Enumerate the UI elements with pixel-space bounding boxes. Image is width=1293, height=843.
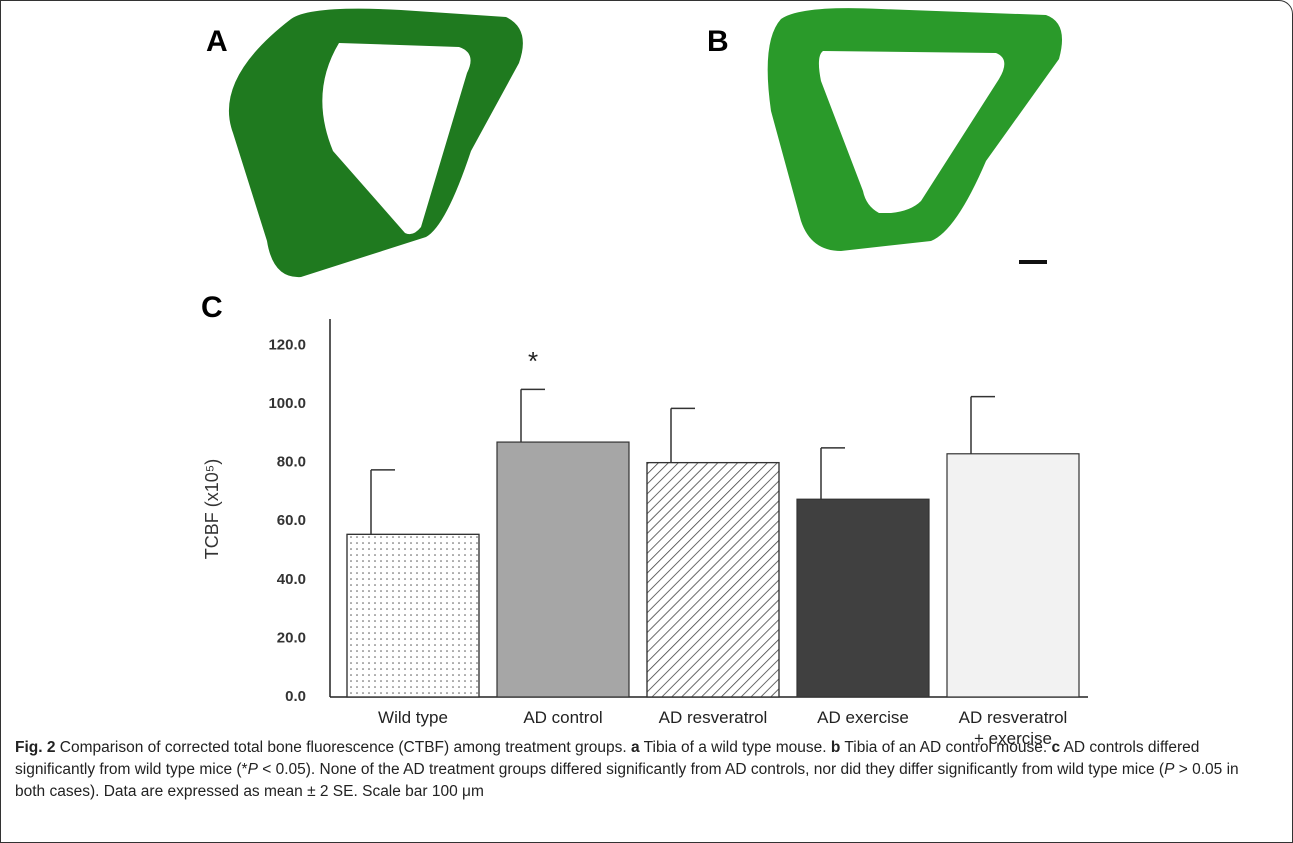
y-tick-label: 80.0 [277,454,306,471]
caption-text: Tibia of an AD control mouse. [840,739,1051,756]
panel-label: A [206,25,228,58]
bone-image-b [768,8,1062,251]
bar [497,442,629,697]
figure: A B C TCBF (x10⁵) 0.0 20.0 40.0 60.0 80.0 100.… [0,0,1293,843]
significance-marker: * [528,346,538,376]
panel-label: B [707,25,729,58]
y-tick-label: 40.0 [277,571,306,588]
figure-graphics: A B C TCBF (x10⁵) 0.0 20.0 40.0 60.0 80.0 100.… [1,1,1292,731]
caption-text: P [1164,761,1174,778]
caption-text: b [831,739,840,756]
caption-text: Tibia of a wild type mouse. [640,739,831,756]
x-tick-label: AD exercise [788,707,938,728]
panel-label: C [201,291,223,324]
caption-text: < 0.05). None of the AD treatment groups… [258,761,1164,778]
caption-text: Fig. 2 [15,739,55,756]
caption-text: a [631,739,640,756]
y-tick-label: 20.0 [277,629,306,646]
caption: Fig. 2 Comparison of corrected total bon… [15,737,1265,803]
bar [947,454,1079,697]
caption-text: c [1051,739,1060,756]
x-tick-label: AD control [488,707,638,728]
x-tick-label: Wild type [338,707,488,728]
caption-text: P [248,761,258,778]
bar-pattern [647,463,779,697]
y-tick-label: 0.0 [285,688,306,705]
y-axis-label: TCBF (x10⁵) [202,459,222,559]
x-tick-label: AD resveratrol [638,707,788,728]
bone-image-a [229,9,523,277]
y-tick-label: 120.0 [268,336,306,353]
caption-text: Comparison of corrected total bone fluor… [55,739,631,756]
y-tick-label: 60.0 [277,512,306,529]
y-tick-label: 100.0 [268,395,306,412]
bar-pattern [347,534,479,697]
bar [797,499,929,697]
